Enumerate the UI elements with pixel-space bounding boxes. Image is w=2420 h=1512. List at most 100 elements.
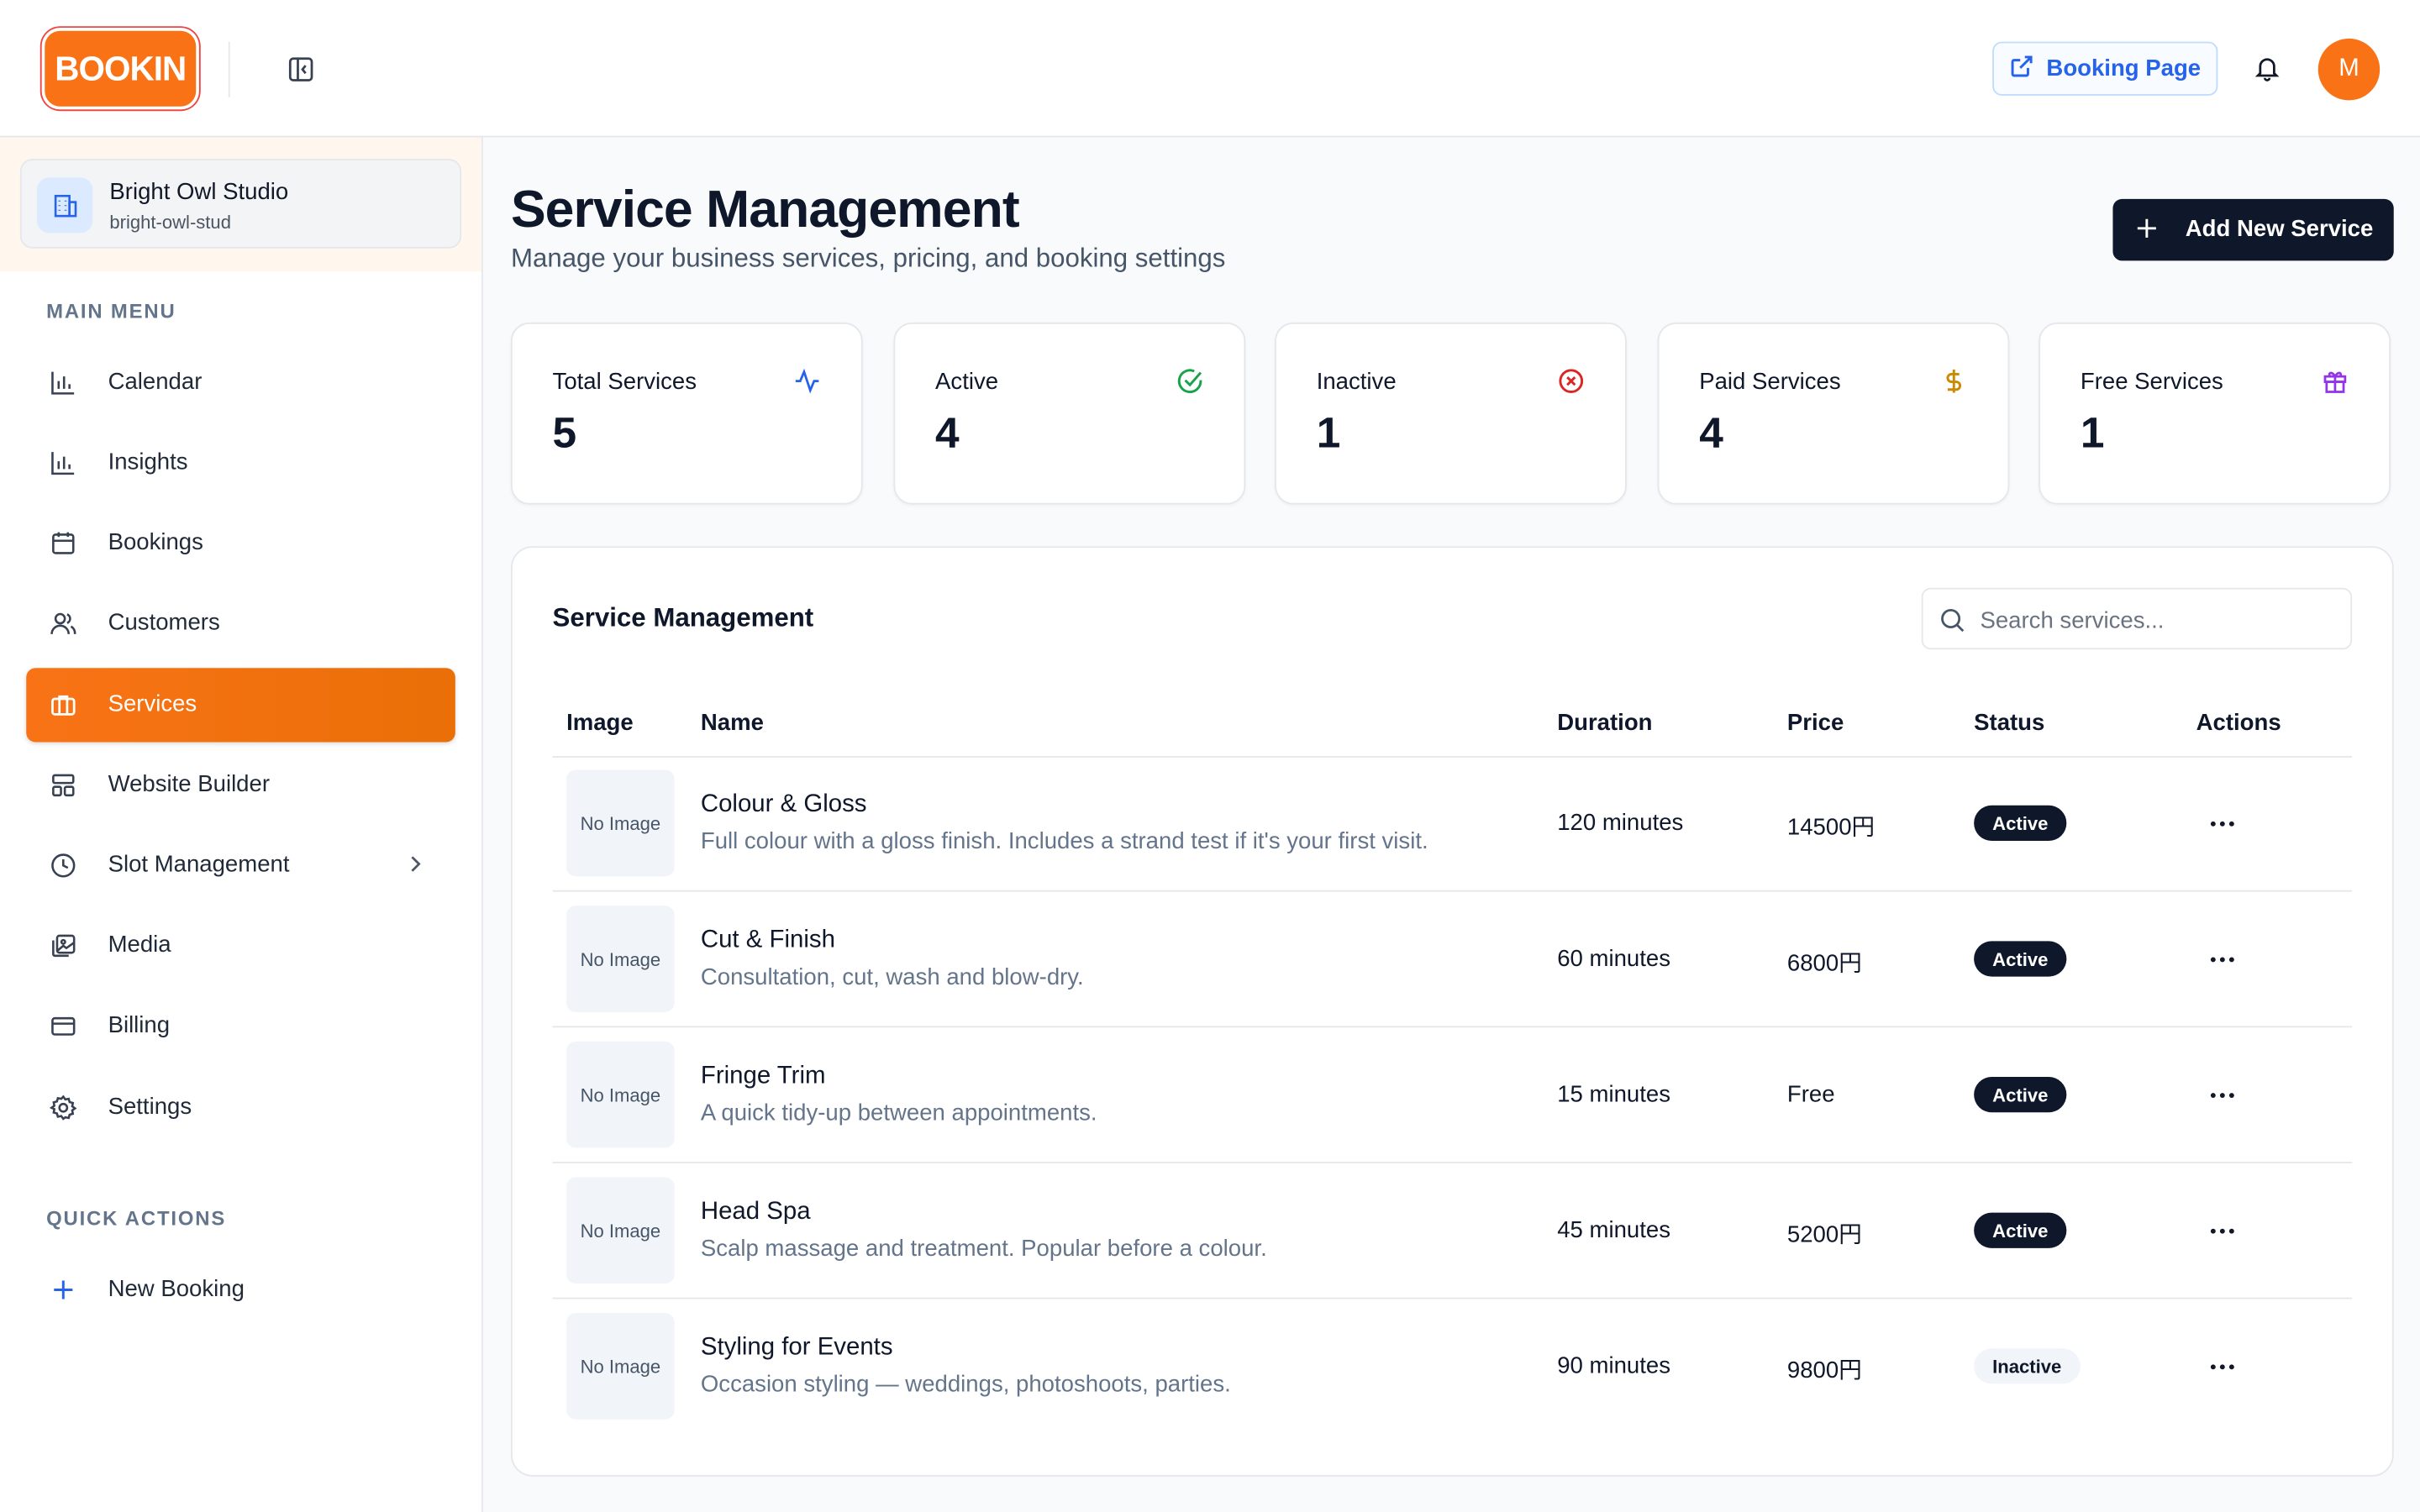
service-duration: 45 minutes	[1557, 1217, 1670, 1244]
add-new-service-button[interactable]: Add New Service	[2112, 198, 2394, 261]
column-header-actions: Actions	[2196, 709, 2281, 737]
user-avatar[interactable]: M	[2317, 38, 2381, 101]
sidebar-item-media[interactable]: Media	[26, 909, 455, 983]
stat-value: 4	[1699, 408, 1723, 457]
table-row[interactable]: No Image Styling for Events Occasion sty…	[553, 1299, 2353, 1436]
images-icon	[48, 931, 79, 962]
service-price: 9800円	[1786, 1357, 1862, 1384]
status-badge: Active	[1974, 805, 2067, 842]
search-input[interactable]	[1976, 601, 2338, 639]
chevron-right-icon	[402, 852, 427, 876]
add-new-service-label: Add New Service	[2185, 216, 2374, 243]
column-header-name: Name	[700, 709, 764, 737]
stat-card-active: Active 4	[893, 322, 1246, 505]
stat-value: 1	[2080, 408, 2105, 457]
more-actions-icon[interactable]	[2204, 942, 2241, 976]
activity-icon	[793, 367, 821, 395]
gear-icon	[48, 1092, 79, 1123]
stat-label: Active	[935, 368, 999, 396]
sidebar-item-settings[interactable]: Settings	[26, 1071, 455, 1145]
column-header-price: Price	[1786, 709, 1844, 737]
more-actions-icon[interactable]	[2204, 1214, 2241, 1247]
dollar-icon	[1940, 367, 1968, 395]
service-image-placeholder: No Image	[566, 1313, 675, 1420]
service-description: Consultation, cut, wash and blow-dry.	[700, 963, 1084, 991]
service-price: Free	[1786, 1081, 1835, 1108]
booking-page-button[interactable]: Booking Page	[1992, 41, 2218, 96]
sidebar-item-calendar[interactable]: Calendar	[26, 345, 455, 419]
status-badge: Inactive	[1974, 1348, 2081, 1384]
stat-card-paid-services: Paid Services 4	[1657, 322, 2010, 505]
table-title: Service Management	[552, 603, 814, 633]
layout-icon	[48, 770, 79, 801]
business-slug: bright-owl-stud	[109, 211, 231, 234]
x-circle-icon	[1557, 367, 1585, 395]
business-switcher[interactable]: Bright Owl Studio bright-owl-stud	[19, 159, 462, 249]
more-actions-icon[interactable]	[2204, 807, 2241, 841]
sidebar-item-services[interactable]: Services	[26, 668, 455, 743]
business-name: Bright Owl Studio	[109, 179, 289, 206]
sidebar: Bright Owl Studio bright-owl-stud MAIN M…	[0, 137, 483, 1512]
service-image-placeholder: No Image	[566, 1177, 675, 1284]
business-switcher-area: Bright Owl Studio bright-owl-stud	[0, 137, 482, 272]
column-header-status: Status	[1974, 709, 2045, 737]
page-subtitle: Manage your business services, pricing, …	[510, 244, 1226, 274]
status-badge: Active	[1974, 1212, 2067, 1248]
stat-value: 5	[552, 408, 577, 457]
header-divider	[228, 41, 230, 97]
quick-action-new-booking[interactable]: New Booking	[26, 1252, 455, 1326]
service-duration: 120 minutes	[1557, 810, 1684, 837]
service-name: Head Spa	[700, 1199, 811, 1226]
sidebar-item-label: Media	[108, 932, 171, 958]
column-header-image: Image	[566, 709, 634, 737]
service-name: Colour & Gloss	[700, 791, 867, 818]
sidebar-item-label: Website Builder	[108, 771, 271, 798]
service-price: 14500円	[1786, 814, 1876, 842]
sidebar-item-label: Slot Management	[108, 851, 290, 879]
sidebar-item-label: Customers	[108, 609, 220, 636]
sidebar-collapse-icon[interactable]	[282, 51, 319, 88]
services-table-card: Service Management Image Name Duration P…	[510, 546, 2394, 1477]
stat-label: Inactive	[1316, 368, 1397, 396]
main-content: Service Management Manage your business …	[482, 137, 2420, 1512]
sidebar-item-customers[interactable]: Customers	[26, 586, 455, 660]
gift-icon	[2321, 367, 2349, 395]
calendar-icon	[48, 528, 79, 559]
building-icon	[37, 177, 93, 234]
table-row[interactable]: No Image Fringe Trim A quick tidy-up bet…	[552, 1027, 2353, 1163]
search-box[interactable]	[1921, 587, 2353, 650]
service-description: Occasion styling — weddings, photoshoots…	[700, 1371, 1231, 1399]
table-row[interactable]: No Image Head Spa Scalp massage and trea…	[552, 1163, 2353, 1299]
sidebar-item-billing[interactable]: Billing	[26, 989, 455, 1063]
app-logo[interactable]: BOOKIN	[41, 28, 199, 110]
sidebar-item-label: Settings	[108, 1094, 192, 1121]
external-link-icon	[2009, 53, 2033, 84]
sidebar-item-website-builder[interactable]: Website Builder	[26, 748, 455, 822]
column-header-duration: Duration	[1557, 709, 1653, 737]
plus-icon	[48, 1274, 79, 1305]
table-row[interactable]: No Image Cut & Finish Consultation, cut,…	[552, 892, 2353, 1028]
more-actions-icon[interactable]	[2204, 1079, 2241, 1112]
service-duration: 15 minutes	[1557, 1081, 1670, 1108]
service-description: A quick tidy-up between appointments.	[700, 1100, 1097, 1126]
sidebar-item-insights[interactable]: Insights	[26, 426, 455, 500]
more-actions-icon[interactable]	[2204, 1350, 2241, 1383]
top-header: BOOKIN Booking Page M	[0, 0, 2420, 138]
stat-label: Free Services	[2080, 368, 2223, 396]
stat-value: 4	[935, 408, 960, 457]
service-image-placeholder: No Image	[566, 1041, 675, 1148]
sidebar-item-label: Billing	[108, 1011, 171, 1039]
service-duration: 60 minutes	[1557, 945, 1670, 973]
stat-card-free-services: Free Services 1	[2039, 322, 2391, 505]
credit-card-icon	[48, 1011, 79, 1042]
sidebar-item-bookings[interactable]: Bookings	[26, 506, 455, 580]
stat-value: 1	[1316, 408, 1341, 457]
table-header: Image Name Duration Price Status Actions	[552, 695, 2353, 758]
service-price: 6800円	[1786, 950, 1862, 977]
table-row[interactable]: No Image Colour & Gloss Full colour with…	[552, 756, 2353, 892]
sidebar-item-slot-management[interactable]: Slot Management	[26, 828, 455, 902]
sidebar-item-label: Services	[108, 690, 197, 718]
quick-actions-label: QUICK ACTIONS	[46, 1206, 227, 1230]
service-description: Full colour with a gloss finish. Include…	[700, 828, 1428, 855]
notification-bell-icon[interactable]	[2249, 50, 2286, 87]
